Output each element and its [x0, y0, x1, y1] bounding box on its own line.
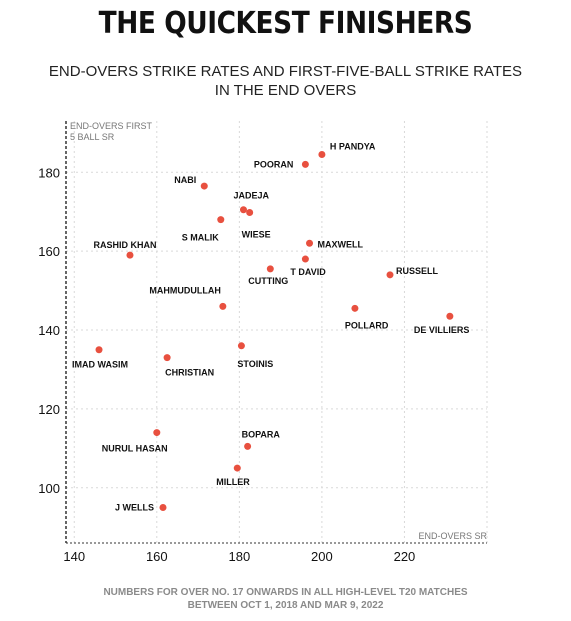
x-axis-title: END-OVERS SR: [418, 531, 487, 541]
point-label: MILLER: [216, 477, 250, 487]
chart-title: THE QUICKEST FINISHERS: [98, 6, 473, 41]
y-tick-label: 180: [38, 165, 60, 180]
data-point: [244, 442, 252, 450]
data-point: [239, 206, 247, 214]
data-point: [95, 346, 103, 354]
point-label: NURUL HASAN: [102, 444, 168, 454]
x-tick-label: 220: [394, 549, 416, 564]
point-label: BOPARA: [242, 429, 281, 439]
point-label: MAHMUDULLAH: [149, 285, 221, 295]
point-label: POORAN: [254, 159, 294, 169]
y-axis-title: END-OVERS FIRST: [70, 121, 153, 131]
data-point: [318, 151, 326, 159]
point-label: S MALIK: [182, 233, 219, 243]
point-label: CUTTING: [248, 276, 288, 286]
point-label: T DAVID: [290, 267, 326, 277]
data-point: [233, 464, 241, 472]
data-point: [351, 304, 359, 312]
point-label: JADEJA: [233, 191, 269, 201]
point-label: MAXWELL: [318, 239, 364, 249]
point-label: NABI: [174, 175, 196, 185]
point-label: POLLARD: [345, 320, 389, 330]
point-label: H PANDYA: [330, 142, 376, 152]
x-tick-label: 200: [311, 549, 333, 564]
data-point: [301, 255, 309, 263]
point-label: CHRISTIAN: [165, 368, 214, 378]
point-label: IMAD WASIM: [72, 360, 128, 370]
y-tick-label: 120: [38, 402, 60, 417]
point-label: RUSSELL: [396, 266, 439, 276]
data-point: [153, 429, 161, 437]
chart-footnote: NUMBERS FOR OVER NO. 17 ONWARDS IN ALL H…: [103, 587, 468, 611]
x-tick-label: 180: [229, 549, 251, 564]
chart-subtitle: END-OVERS STRIKE RATES AND FIRST-FIVE-BA…: [48, 63, 523, 99]
data-point: [159, 504, 167, 512]
y-tick-label: 100: [38, 481, 60, 496]
point-label: J WELLS: [115, 503, 154, 513]
data-point: [217, 216, 225, 224]
point-label: RASHID KHAN: [93, 240, 156, 250]
data-point: [200, 182, 208, 190]
x-tick-label: 160: [146, 549, 168, 564]
point-label: WIESE: [242, 229, 271, 239]
data-point: [237, 342, 245, 350]
data-point: [163, 354, 171, 362]
data-point: [306, 239, 314, 247]
y-tick-label: 160: [38, 244, 60, 259]
data-point: [446, 312, 454, 320]
data-point: [301, 160, 309, 168]
data-point: [246, 208, 254, 216]
data-point: [266, 265, 274, 273]
data-point: [386, 271, 394, 279]
data-point: [219, 302, 227, 310]
y-tick-label: 140: [38, 323, 60, 338]
data-point: [126, 251, 134, 259]
point-label: DE VILLIERS: [414, 325, 470, 335]
y-axis-title: 5 BALL SR: [70, 132, 115, 142]
x-tick-label: 140: [63, 549, 85, 564]
point-label: STOINIS: [237, 359, 273, 369]
